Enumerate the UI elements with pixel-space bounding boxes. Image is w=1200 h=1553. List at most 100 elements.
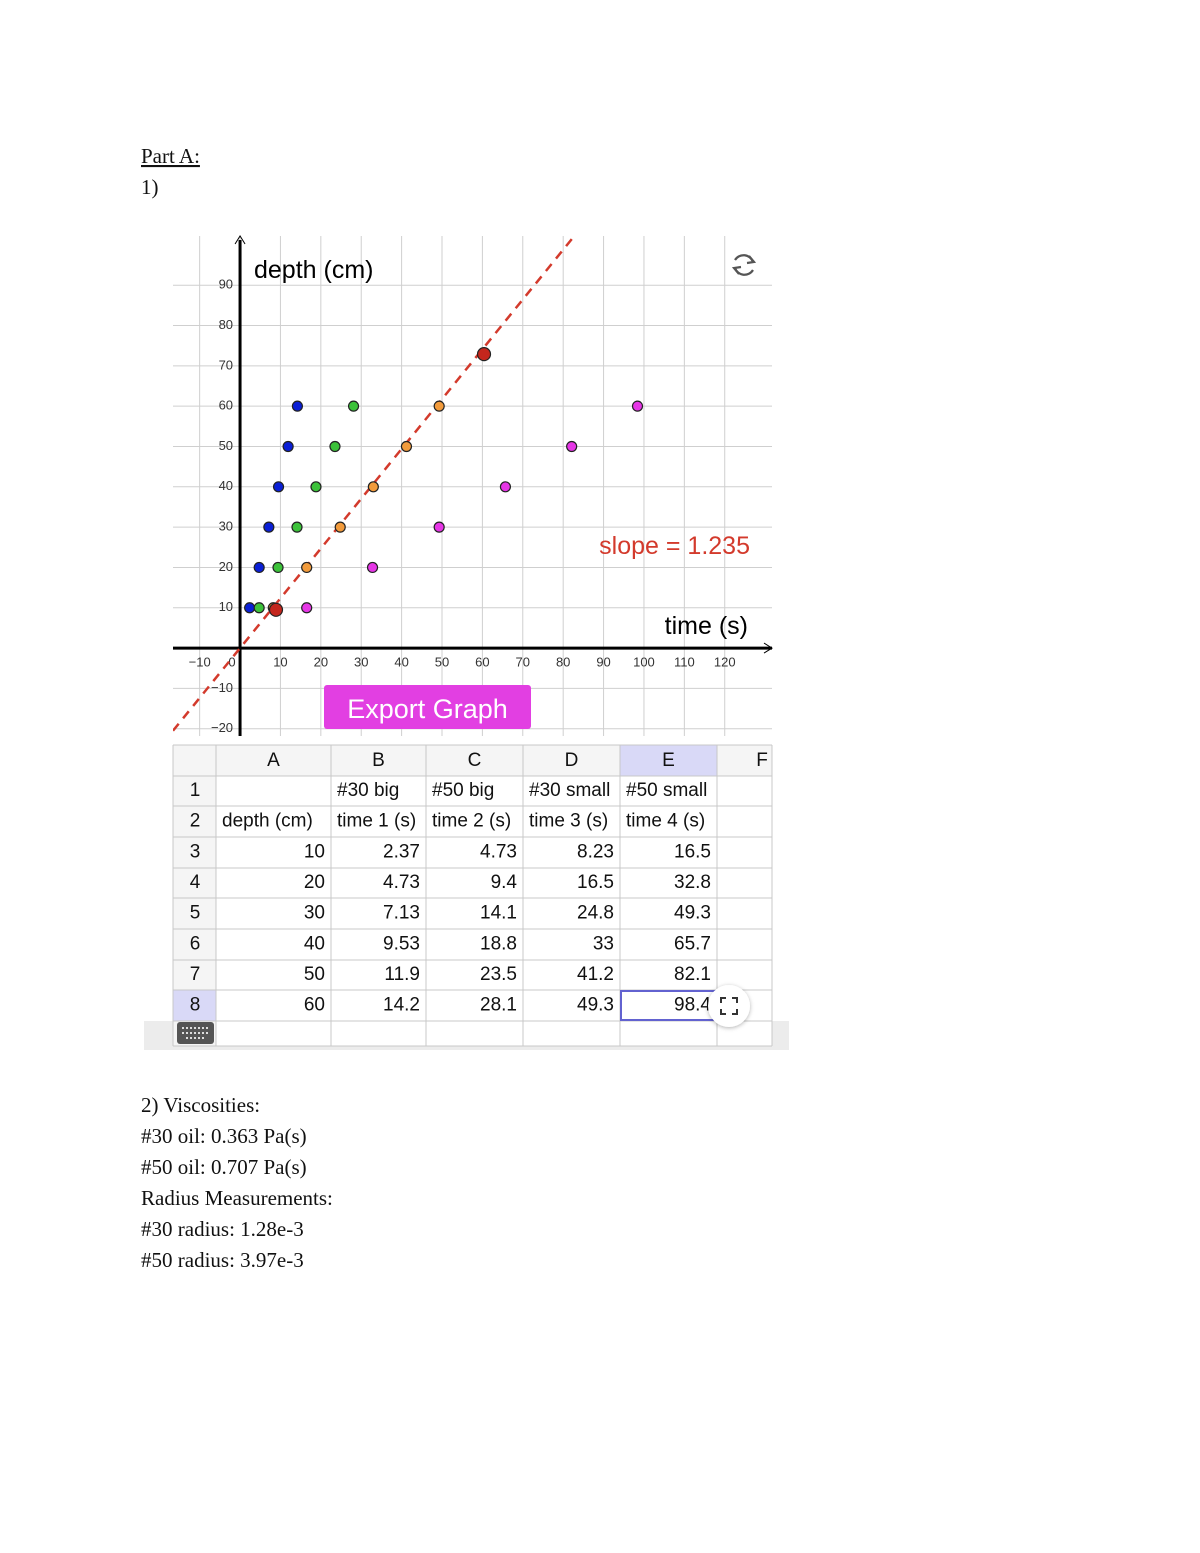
table-cell: 10 [304, 842, 325, 863]
row-number: 1 [190, 780, 201, 801]
refresh-icon[interactable] [731, 254, 757, 276]
note-line: #30 radius: 1.28e-3 [141, 1217, 304, 1241]
keyboard-icon[interactable] [177, 1022, 214, 1044]
table-cell: 16.5 [577, 872, 614, 893]
table-cell: 23.5 [480, 964, 517, 985]
data-point [301, 561, 313, 574]
y-tick-label: 60 [219, 398, 233, 413]
column-header: B [372, 750, 385, 771]
expand-icon[interactable] [720, 997, 738, 1015]
column-header: E [662, 750, 675, 771]
table-cell: 41.2 [577, 964, 614, 985]
y-tick-label: −10 [211, 680, 233, 695]
data-point [272, 481, 285, 493]
axis-arrow [763, 642, 773, 654]
export-button[interactable] [324, 685, 531, 729]
x-tick-label: 0 [228, 655, 235, 670]
y-tick-label: 40 [219, 478, 233, 493]
section-title: Part A: [141, 144, 200, 168]
row-number: 3 [190, 842, 201, 863]
table-cell: 50 [304, 964, 325, 985]
data-point [433, 521, 445, 533]
column-header: C [468, 750, 482, 771]
table-cell: #50 big [432, 780, 494, 801]
notes: 2) Viscosities: #30 oil: 0.363 Pa(s) #50 o… [141, 1093, 333, 1272]
data-point [291, 521, 303, 533]
x-tick-label: 50 [435, 655, 449, 670]
data-point [433, 400, 445, 412]
plot: −10 0 10 20 30 40 50 60 70 80 90 100 110 120 −20 −10 10 2… [173, 235, 773, 736]
x-tick-label: −10 [189, 655, 211, 670]
data-point [476, 347, 492, 362]
data-point [400, 440, 413, 453]
row-number: 7 [190, 964, 201, 985]
x-tick-label: 90 [596, 655, 610, 670]
table-cell: 18.8 [480, 934, 517, 955]
note-line: 2) Viscosities: [141, 1093, 260, 1117]
table-cell: 14.1 [480, 903, 517, 924]
y-tick-label: 20 [219, 559, 233, 574]
data-point [334, 521, 346, 533]
table-cell: 82.1 [674, 964, 711, 985]
note-line: #30 oil: 0.363 Pa(s) [141, 1124, 307, 1148]
axis-arrow [234, 235, 246, 245]
row-number: 2 [190, 811, 201, 832]
row-number: 8 [190, 995, 201, 1016]
table-cell: 98.4 [674, 995, 711, 1016]
table-cell: 7.13 [383, 903, 420, 924]
table-cell: time 4 (s) [626, 811, 705, 832]
data-point [268, 602, 284, 617]
x-tick-label: 80 [556, 655, 570, 670]
data-point [301, 602, 313, 614]
x-tick-label: 20 [314, 655, 328, 670]
item-number: 1) [141, 175, 159, 199]
table-cell: 20 [304, 872, 325, 893]
spreadsheet: ABCDEF123456789#30 big#50 big#30 small#5… [172, 744, 773, 1047]
table-cell: 28.1 [480, 995, 517, 1016]
x-tick-label: 10 [273, 655, 287, 670]
table-cell: 2.37 [383, 842, 420, 863]
data-point [499, 481, 512, 493]
x-tick-label: 100 [633, 655, 655, 670]
selected-column-header [620, 745, 717, 776]
y-tick-label: 80 [219, 317, 233, 332]
slope-label: slope = 1.235 [599, 532, 750, 560]
y-tick-label: 10 [219, 599, 233, 614]
y-tick-label: 70 [219, 357, 233, 372]
data-point [263, 521, 275, 533]
y-tick-label: 50 [219, 438, 233, 453]
table-cell: #30 big [337, 780, 399, 801]
y-tick-label: −20 [211, 720, 233, 735]
data-point [253, 561, 265, 574]
row-number: 6 [190, 934, 201, 955]
x-tick-label: 70 [516, 655, 530, 670]
y-tick-label: 90 [219, 277, 233, 292]
table-cell: 4.73 [383, 872, 420, 893]
table-cell: 30 [304, 903, 325, 924]
x-tick-label: 120 [714, 655, 736, 670]
data-point [272, 561, 284, 574]
table-cell: 60 [304, 995, 325, 1016]
column-header: D [565, 750, 579, 771]
table-cell: 14.2 [383, 995, 420, 1016]
table-cell: 4.73 [480, 842, 517, 863]
table-cell: 32.8 [674, 872, 711, 893]
table-cell: 49.3 [577, 995, 614, 1016]
data-point [282, 440, 294, 453]
table-cell: 40 [304, 934, 325, 955]
data-point [347, 400, 360, 412]
expand-button-bg[interactable] [708, 985, 750, 1027]
y-tick-label: 30 [219, 519, 233, 534]
column-header: F [756, 750, 768, 771]
export-button-label[interactable]: Export Graph [347, 694, 508, 724]
selected-row-header [173, 990, 216, 1021]
expand-button[interactable] [708, 985, 750, 1027]
table-cell: 9.4 [491, 872, 518, 893]
data-point [367, 481, 379, 493]
data-point [631, 400, 644, 412]
table-cell: 33 [593, 934, 614, 955]
table-cell: 24.8 [577, 903, 614, 924]
data-point [366, 561, 379, 574]
x-tick-label: 30 [354, 655, 368, 670]
